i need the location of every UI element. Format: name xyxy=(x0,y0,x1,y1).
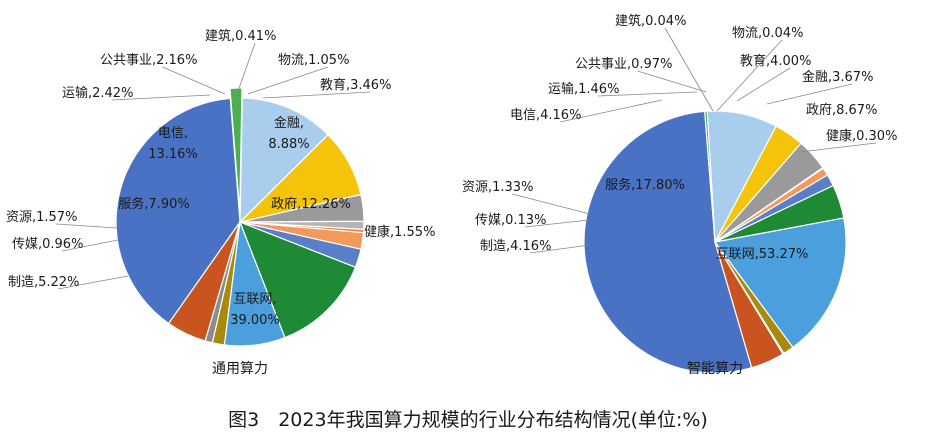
pie-general-compute: 互联网, 39.00% 制造,5.22% 传媒,0.96% 资源,1.57% 服务,7.9… xyxy=(6,28,435,347)
pie-slice-telecom xyxy=(238,220,357,339)
slice-value-finance: 8.88% xyxy=(268,137,309,152)
slice-label-media: 传媒,0.96% xyxy=(12,237,83,252)
leader-line-education xyxy=(262,91,371,99)
chart-title-general: 通用算力 xyxy=(212,361,268,377)
slice-label-telecom: 电信, xyxy=(158,126,188,141)
slice-label-government: 政府,12.26% xyxy=(271,197,351,212)
slice-label-utilities: 公共事业,0.97% xyxy=(575,57,672,72)
slice-label-finance: 金融, xyxy=(274,115,304,131)
pie-slice-health xyxy=(704,110,716,243)
leader-line-finance xyxy=(766,83,853,105)
slice-label-utilities: 公共事业,2.16% xyxy=(100,53,197,68)
slice-label-government: 政府,8.67% xyxy=(806,103,877,118)
slice-label-services: 服务,7.90% xyxy=(118,196,189,212)
leader-line-construction xyxy=(664,27,714,112)
leader-line-resources xyxy=(55,223,118,229)
slice-value-internet: 39.00% xyxy=(230,313,280,328)
leader-line-manufacturing xyxy=(57,275,129,290)
pie-slice-government xyxy=(239,97,329,224)
slice-label-manufacturing: 制造,4.16% xyxy=(480,239,551,254)
leader-line-transport xyxy=(111,94,211,101)
slice-label-health: 健康,1.55% xyxy=(364,224,435,240)
leader-line-manufacturing xyxy=(529,244,591,254)
figure-caption: 图3 2023年我国算力规模的行业分布结构情况(单位:%) xyxy=(228,409,708,431)
slice-label-manufacturing: 制造,5.22% xyxy=(8,275,79,290)
slice-label-internet: 互联网,53.27% xyxy=(716,247,809,262)
pie-slice-health xyxy=(229,87,243,213)
leader-line-logistics xyxy=(247,66,329,95)
slice-value-telecom: 13.16% xyxy=(148,147,198,162)
slice-label-resources: 资源,1.33% xyxy=(462,180,533,195)
slice-label-logistics: 物流,1.05% xyxy=(278,53,349,68)
pie-intelligent-compute: 互联网,53.27% 制造,4.16% 传媒,0.13% 资源,1.33% 服务,17.… xyxy=(462,13,897,374)
slice-label-transport: 运输,1.46% xyxy=(548,81,619,97)
slice-label-transport: 运输,2.42% xyxy=(62,85,133,101)
leader-line-logistics xyxy=(716,39,783,112)
slice-label-health: 健康,0.30% xyxy=(826,128,897,144)
leader-line-health xyxy=(799,142,877,153)
slice-label-services: 服务,17.80% xyxy=(605,177,685,193)
leader-line-utilities xyxy=(637,70,707,93)
slice-label-construction: 建筑,0.41% xyxy=(205,28,276,44)
leader-line-media xyxy=(524,219,590,228)
pie-slice-services xyxy=(713,217,847,349)
slice-label-education: 教育,3.46% xyxy=(320,77,391,93)
slice-label-finance: 金融,3.67% xyxy=(802,69,873,85)
leader-line-telecom xyxy=(559,99,663,123)
slice-label-education: 教育,4.00% xyxy=(740,53,811,69)
leader-line-resources xyxy=(511,193,591,215)
chart-title-intelligent: 智能算力 xyxy=(687,361,743,377)
leader-line-construction xyxy=(236,42,256,95)
slice-label-logistics: 物流,0.04% xyxy=(732,26,803,41)
pie-labels: 互联网,53.27% 制造,4.16% 传媒,0.13% 资源,1.33% 服务,17.… xyxy=(462,13,897,262)
leader-line-media xyxy=(61,239,119,252)
slice-label-resources: 资源,1.57% xyxy=(6,210,77,225)
slice-label-internet: 互联网, xyxy=(233,292,276,307)
pie-labels: 互联网, 39.00% 制造,5.22% 传媒,0.96% 资源,1.57% 服务,7.9… xyxy=(6,28,435,328)
slice-label-telecom: 电信,4.16% xyxy=(510,108,581,123)
leader-line-utilities xyxy=(162,66,226,95)
slice-label-construction: 建筑,0.04% xyxy=(615,13,686,29)
slice-label-media: 传媒,0.13% xyxy=(475,213,546,228)
leader-line-transport xyxy=(597,91,698,97)
leader-line-education xyxy=(736,67,791,102)
pie-slice-internet xyxy=(115,97,241,325)
